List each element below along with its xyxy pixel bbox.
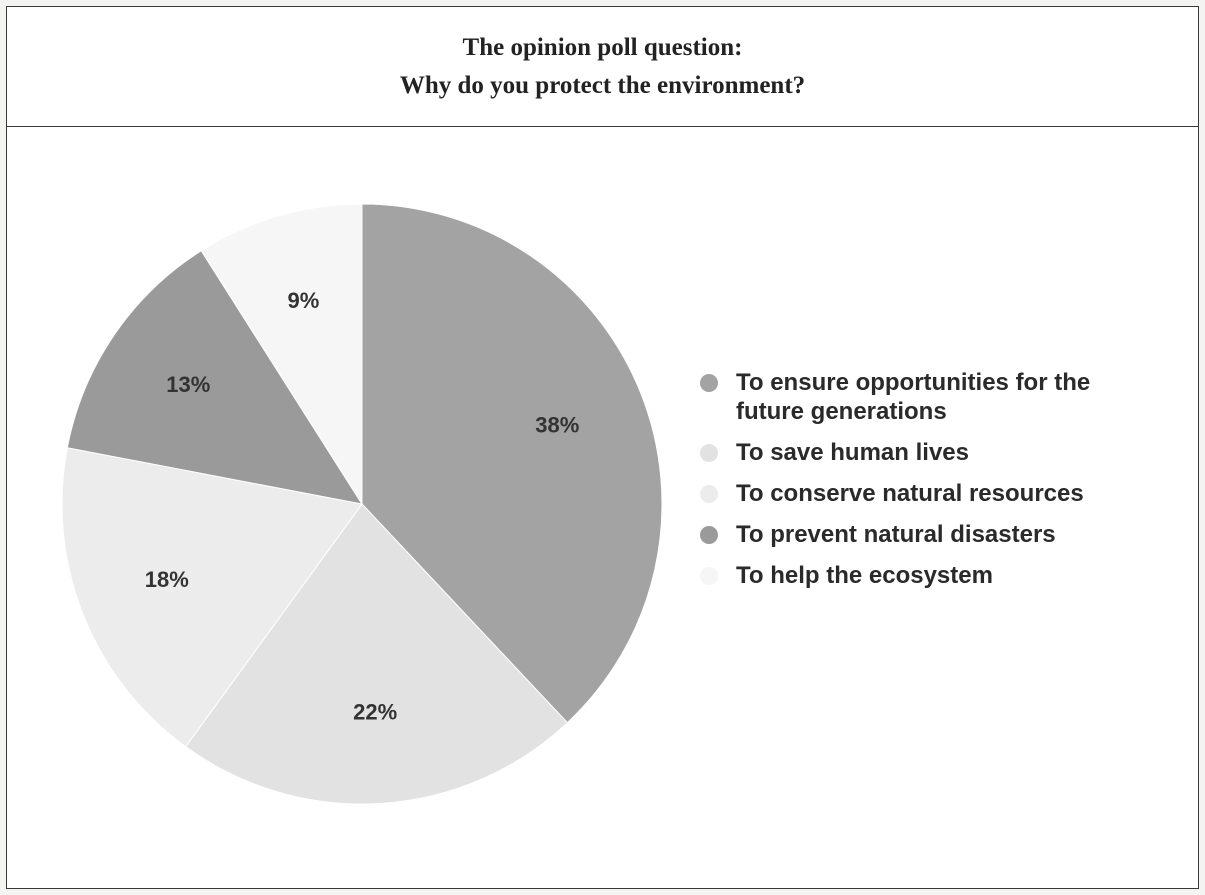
chart-legend: To ensure opportunities for the future g… — [700, 368, 1160, 602]
legend-item-help-ecosystem: To help the ecosystem — [700, 561, 1160, 590]
legend-swatch — [700, 444, 718, 462]
pie-slice-future-generations — [361, 203, 663, 724]
data-label-conserve-resources: 18% — [145, 567, 189, 592]
pie-slice-conserve-resources — [61, 447, 363, 748]
legend-swatch — [700, 374, 718, 392]
data-label-save-human-lives: 22% — [353, 699, 397, 724]
legend-label: To help the ecosystem — [736, 562, 993, 589]
chart-title-box: The opinion poll question: Why do you pr… — [7, 7, 1198, 127]
data-label-prevent-disasters: 13% — [166, 372, 210, 397]
legend-swatch — [700, 526, 718, 544]
pie-slice-prevent-disasters — [66, 250, 364, 505]
legend-label: To ensure opportunities for the future g… — [736, 369, 1091, 425]
data-label-help-ecosystem: 9% — [288, 288, 320, 313]
legend-item-prevent-disasters: To prevent natural disasters — [700, 520, 1160, 549]
legend-item-save-human-lives: To save human lives — [700, 438, 1160, 467]
legend-label: To prevent natural disasters — [736, 521, 1056, 548]
legend-label: To save human lives — [736, 439, 969, 466]
chart-title-line-2: Why do you protect the environment? — [399, 71, 806, 99]
data-label-future-generations: 38% — [535, 413, 579, 438]
legend-swatch — [700, 485, 718, 503]
legend-item-future-generations: To ensure opportunities for the future g… — [700, 368, 1160, 426]
legend-item-conserve-resources: To conserve natural resources — [700, 479, 1160, 508]
chart-title-line-1: The opinion poll question: — [462, 33, 743, 61]
legend-label: To conserve natural resources — [736, 480, 1084, 507]
pie-slice-help-ecosystem — [200, 203, 363, 506]
legend-swatch — [700, 567, 718, 585]
pie-slice-save-human-lives — [184, 503, 569, 805]
